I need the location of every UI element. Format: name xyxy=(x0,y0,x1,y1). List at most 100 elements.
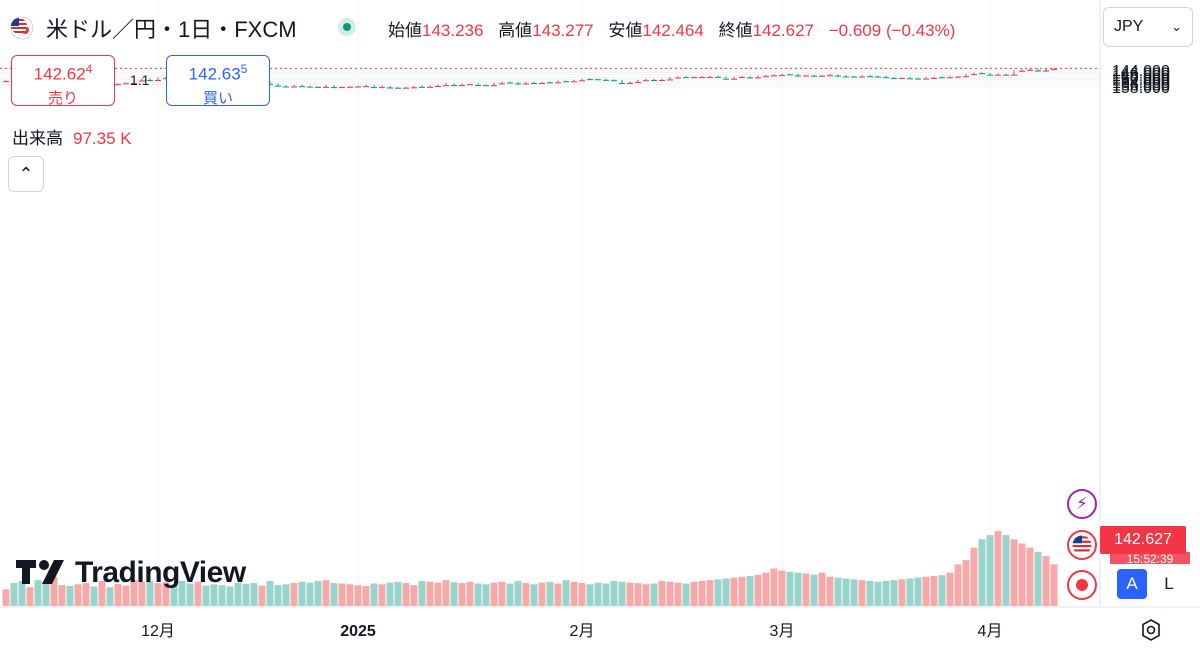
candle-body xyxy=(1051,69,1057,71)
open-value: 143.236 xyxy=(422,21,484,40)
buy-price: 142.635 xyxy=(188,62,248,84)
market-status-icon[interactable] xyxy=(338,18,356,36)
us-flag-icon[interactable] xyxy=(1067,530,1097,560)
candle-body xyxy=(747,77,753,79)
volume-bar xyxy=(418,581,426,606)
volume-bar xyxy=(466,581,474,606)
volume-bar xyxy=(930,576,938,606)
volume-bar xyxy=(1034,551,1042,606)
volume-bar xyxy=(610,581,618,606)
volume-bar xyxy=(674,582,682,606)
volume-bar xyxy=(690,581,698,606)
candle-body xyxy=(555,82,561,84)
candle-body xyxy=(491,85,497,87)
settings-icon[interactable] xyxy=(1138,617,1164,643)
volume-bar xyxy=(962,560,970,606)
symbol-title[interactable]: 米ドル／円・1日・FXCM xyxy=(46,17,297,42)
candle-body xyxy=(963,76,969,78)
volume-bar xyxy=(498,581,506,606)
volume-bar xyxy=(114,583,122,606)
volume-bar xyxy=(378,584,386,606)
candle-body xyxy=(731,78,737,80)
volume-bar xyxy=(258,585,266,606)
volume-bar xyxy=(154,583,162,606)
collapse-legend-button[interactable]: ⌃ xyxy=(8,156,44,192)
candle-body xyxy=(539,83,545,85)
volume-bar xyxy=(802,573,810,606)
candle-body xyxy=(355,86,361,88)
volume-bar xyxy=(458,583,466,606)
candle-body xyxy=(307,86,313,88)
candle-body xyxy=(779,75,785,77)
candle-body xyxy=(155,79,161,81)
volume-bar xyxy=(914,577,922,606)
volume-bar xyxy=(250,583,258,606)
time-axis[interactable]: 12月 2025 2月 3月 4月 xyxy=(141,623,1002,640)
ohlc-legend: 始値143.236 高値143.277 安値142.464 終値142.627 … xyxy=(388,16,965,41)
volume-bar xyxy=(514,581,522,606)
volume-bar xyxy=(74,584,82,606)
volume-bar xyxy=(506,583,514,606)
high-value: 143.277 xyxy=(532,21,594,40)
bar-countdown: 15:52:39 xyxy=(1110,552,1190,564)
auto-scale-button[interactable]: A xyxy=(1117,569,1147,599)
tradingview-logo-text[interactable]: TradingView xyxy=(75,556,246,589)
volume-bar xyxy=(898,579,906,606)
volume-bar xyxy=(290,583,298,606)
volume-bar xyxy=(26,587,34,606)
candle-body xyxy=(419,86,425,88)
volume-bar xyxy=(298,581,306,606)
candle-body xyxy=(395,87,401,89)
candle-body xyxy=(571,81,577,83)
candle-body xyxy=(1019,70,1025,72)
candle-body xyxy=(715,76,721,78)
candle-body xyxy=(803,75,809,77)
candle-body xyxy=(147,79,153,81)
volume-bar xyxy=(706,580,714,606)
log-scale-button[interactable]: L xyxy=(1154,569,1184,599)
buy-button[interactable]: 142.635 買い xyxy=(166,55,270,107)
candle-body xyxy=(339,87,345,89)
record-icon[interactable] xyxy=(1067,570,1097,600)
candle-body xyxy=(483,85,489,87)
candle-body xyxy=(811,75,817,77)
volume-bar xyxy=(530,584,538,606)
change-value: −0.609 (−0.43%) xyxy=(828,21,956,40)
volume-bar xyxy=(954,564,962,606)
y-tick-label: 148.000 xyxy=(1112,68,1170,85)
usd-jpy-flag-icon xyxy=(10,16,34,40)
volume-bar xyxy=(618,581,626,606)
volume-bar xyxy=(442,580,450,606)
sell-button[interactable]: 142.624 売り xyxy=(11,55,115,107)
volume-bar xyxy=(786,571,794,606)
volume-bar xyxy=(642,584,650,606)
volume-bar xyxy=(370,583,378,606)
price-axis[interactable]: 158.000156.000154.000152.000150.000148.0… xyxy=(1112,63,1170,97)
volume-bar xyxy=(770,568,778,606)
y-tick-label: 154.000 xyxy=(1112,75,1170,92)
volume-bar xyxy=(546,581,554,606)
volume-bar xyxy=(682,583,690,606)
lightning-icon[interactable]: ⚡ xyxy=(1067,489,1097,519)
volume-bar xyxy=(402,583,410,606)
volume-bar xyxy=(778,570,786,606)
volume-bar xyxy=(194,581,202,606)
tradingview-logo-icon[interactable] xyxy=(14,556,70,586)
volume-bar xyxy=(1018,543,1026,606)
volume-bar xyxy=(938,575,946,606)
volume-bar xyxy=(162,582,170,606)
spread-value: 1.1 xyxy=(130,72,150,88)
volume-bar xyxy=(882,581,890,606)
volume-bar xyxy=(434,582,442,606)
currency-select[interactable]: JPY ⌄ xyxy=(1103,7,1193,47)
volume-bar xyxy=(386,582,394,606)
volume-bar xyxy=(10,583,18,606)
volume-bar xyxy=(810,574,818,606)
volume-bar xyxy=(234,582,242,606)
volume-bar xyxy=(922,576,930,606)
volume-value: 97.35 K xyxy=(73,129,132,148)
candle-body xyxy=(611,80,617,82)
volume-bar xyxy=(522,583,530,606)
x-tick-label: 4月 xyxy=(978,623,1003,640)
candle-body xyxy=(563,81,569,83)
